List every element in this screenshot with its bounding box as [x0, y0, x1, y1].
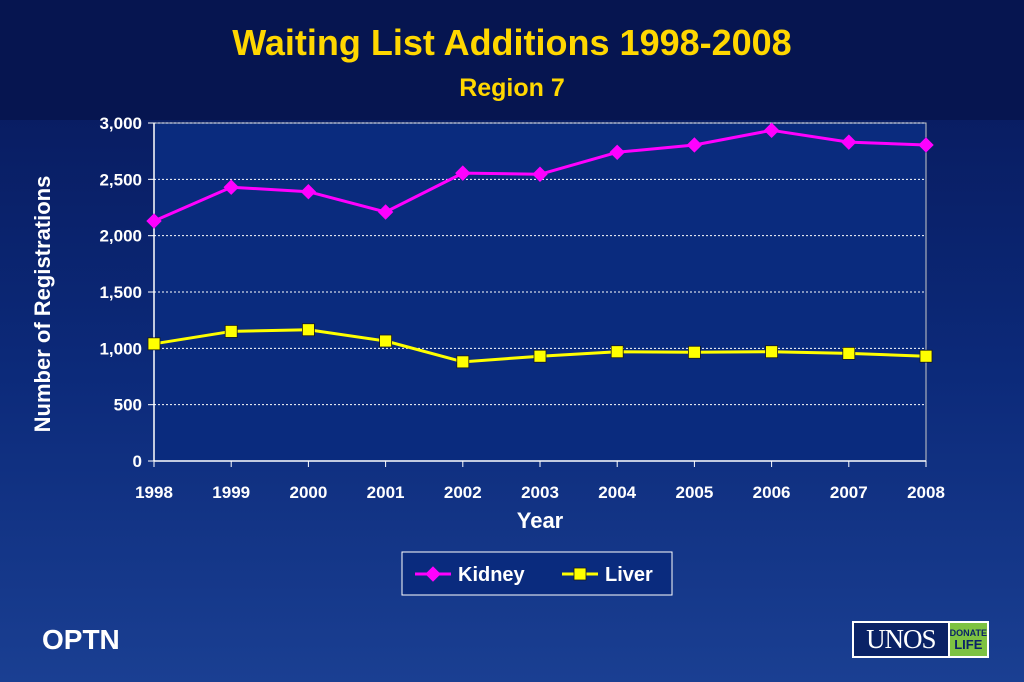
- data-point-liver-2003: [533, 349, 547, 363]
- data-point-liver-2002: [456, 355, 470, 369]
- series-layer: [146, 122, 934, 369]
- data-point-kidney-2003: [532, 166, 548, 182]
- donate-life-badge: DONATE LIFE: [947, 623, 987, 656]
- axes: [148, 122, 927, 467]
- x-tick-label-2008: 2008: [907, 483, 945, 502]
- y-tick-label-3000: 3,000: [99, 114, 142, 133]
- data-point-kidney-2001: [377, 204, 394, 220]
- donate-life-badge-bottom: LIFE: [954, 637, 983, 652]
- data-point-liver-2007: [842, 347, 856, 360]
- data-point-liver-2006: [765, 345, 778, 359]
- y-tick-label-1000: 1,000: [99, 339, 142, 358]
- x-tick-label-2005: 2005: [675, 483, 713, 502]
- data-point-liver-2001: [379, 334, 393, 348]
- data-point-liver-2005: [688, 345, 701, 359]
- data-point-kidney-1999: [223, 179, 239, 195]
- data-point-kidney-1998: [146, 213, 162, 229]
- x-tick-label-2007: 2007: [830, 483, 868, 502]
- x-tick-label-2000: 2000: [289, 483, 327, 502]
- unos-logo-text: UNOS: [854, 623, 948, 656]
- data-point-liver-2004: [610, 345, 624, 359]
- y-tick-label-0: 0: [133, 452, 142, 471]
- data-point-liver-2000: [301, 323, 315, 337]
- data-point-kidney-2000: [300, 184, 317, 200]
- x-axis-tick-labels: 1998 1999 2000 2001 2002 2003 2004 2005 2006 2007…: [135, 483, 945, 502]
- y-tick-label-2000: 2,000: [99, 227, 142, 246]
- data-point-liver-1999: [224, 325, 238, 338]
- unos-donate-life-logo: UNOS DONATE LIFE: [852, 621, 989, 658]
- y-tick-label-1500: 1,500: [99, 283, 142, 302]
- y-axis-title: Number of Registrations: [30, 176, 55, 433]
- data-point-kidney-2007: [841, 134, 857, 150]
- x-tick-label-2006: 2006: [753, 483, 791, 502]
- x-axis-title: Year: [517, 508, 564, 533]
- legend-marker-shape-kidney: [425, 566, 441, 582]
- x-tick-label-1998: 1998: [135, 483, 173, 502]
- donate-life-badge-top: DONATE: [949, 628, 987, 638]
- chart-subtitle: Region 7: [459, 74, 565, 102]
- data-point-kidney-2006: [763, 122, 780, 139]
- y-tick-label-500: 500: [114, 396, 142, 415]
- legend-label-kidney: Kidney: [458, 564, 526, 586]
- legend-marker-liver: [573, 567, 587, 581]
- x-tick-label-2002: 2002: [444, 483, 482, 502]
- legend: Kidney Liver: [401, 551, 673, 596]
- y-tick-label-2500: 2,500: [99, 170, 142, 189]
- data-point-kidney-2005: [686, 137, 703, 153]
- legend-marker-kidney: [425, 566, 441, 582]
- data-point-liver-1998: [147, 337, 161, 351]
- x-tick-label-2003: 2003: [521, 483, 559, 502]
- data-point-kidney-2002: [455, 165, 471, 181]
- optn-label: OPTN: [42, 624, 120, 655]
- data-point-kidney-2004: [609, 144, 625, 161]
- y-axis-tick-labels: 0 500 1,000 1,500 2,000 2,500 3,000: [99, 114, 142, 471]
- data-point-kidney-2008: [918, 137, 934, 153]
- legend-label-liver: Liver: [605, 564, 653, 586]
- x-tick-label-2001: 2001: [367, 483, 405, 502]
- chart-title: Waiting List Additions 1998-2008: [232, 22, 792, 63]
- x-tick-label-2004: 2004: [598, 483, 636, 502]
- data-point-liver-2008: [919, 349, 933, 363]
- header-band: [0, 0, 1024, 120]
- x-tick-label-1999: 1999: [212, 483, 250, 502]
- legend-marker-shape-liver: [573, 567, 587, 581]
